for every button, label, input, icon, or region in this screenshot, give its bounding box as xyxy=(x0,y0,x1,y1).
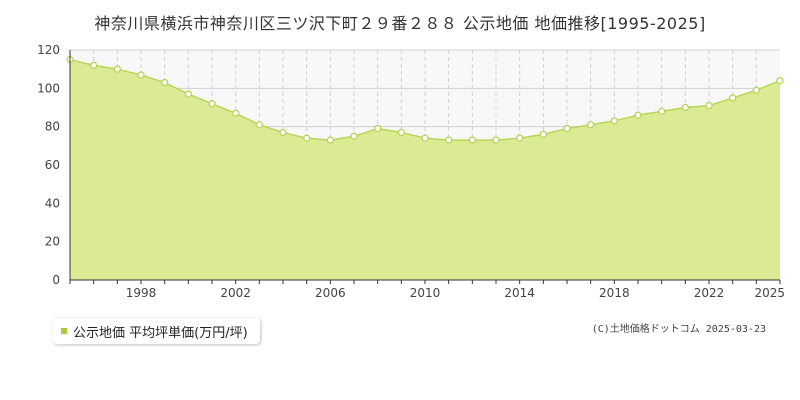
y-tick-label: 120 xyxy=(37,43,60,57)
data-point xyxy=(587,121,595,129)
data-point xyxy=(374,124,382,133)
x-tick-label: 2014 xyxy=(504,286,535,300)
data-point xyxy=(445,136,453,144)
data-point xyxy=(255,121,263,129)
data-point xyxy=(681,103,689,112)
data-point xyxy=(208,100,216,108)
series-area xyxy=(70,59,780,281)
data-point xyxy=(397,128,405,137)
data-point xyxy=(279,128,287,137)
data-point xyxy=(776,77,784,85)
data-point xyxy=(303,134,311,142)
data-point xyxy=(610,117,618,125)
data-point xyxy=(137,71,145,79)
legend-marker xyxy=(61,328,67,334)
x-tick-label: 2002 xyxy=(220,286,251,300)
data-point xyxy=(634,111,642,119)
legend: 公示地価 平均坪単価(万円/坪) xyxy=(53,318,260,344)
y-tick-label: 40 xyxy=(45,196,60,210)
data-point xyxy=(161,78,169,87)
data-point xyxy=(350,132,358,140)
data-point xyxy=(752,86,760,94)
y-tick-label: 20 xyxy=(45,235,60,249)
data-point xyxy=(90,61,98,69)
data-point xyxy=(326,136,334,144)
y-tick-label: 100 xyxy=(37,81,60,95)
data-point xyxy=(421,134,429,142)
x-tick-label: 1998 xyxy=(126,286,157,300)
copyright-note: (C)土地価格ドットコム 2025-03-23 xyxy=(591,324,766,335)
y-tick-label: 80 xyxy=(45,120,60,134)
data-point xyxy=(468,136,476,144)
data-point xyxy=(658,107,666,115)
legend-label: 公示地価 平均坪単価(万円/坪) xyxy=(73,325,248,341)
data-point xyxy=(563,124,571,133)
data-point xyxy=(232,109,240,117)
data-point xyxy=(705,101,713,110)
x-tick-label: 2018 xyxy=(599,286,630,300)
data-point xyxy=(113,65,121,73)
chart-title: 神奈川県横浜市神奈川区三ツ沢下町２９番２８８ 公示地価 地価推移[1995-20… xyxy=(94,14,706,33)
y-tick-label: 0 xyxy=(52,273,60,287)
x-tick-label: 2006 xyxy=(315,286,346,300)
x-tick-label: 2010 xyxy=(410,286,441,300)
data-point xyxy=(729,94,737,102)
data-point xyxy=(516,134,524,142)
data-point xyxy=(184,90,192,98)
data-point xyxy=(492,136,500,144)
y-tick-label: 60 xyxy=(45,158,60,172)
x-tick-label: 2022 xyxy=(694,286,725,300)
x-tick-label: 2025 xyxy=(754,286,785,300)
data-point xyxy=(539,130,547,138)
